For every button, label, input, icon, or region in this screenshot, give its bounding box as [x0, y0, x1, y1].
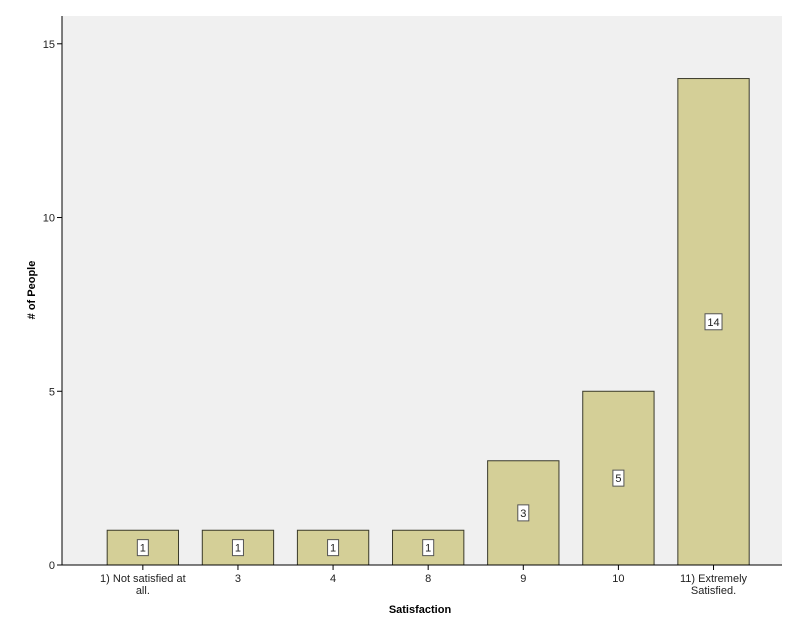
data-label: 1: [235, 543, 241, 555]
x-tick-label: 1) Not satisfied at: [100, 573, 186, 585]
x-tick-label: 11) Extremely: [680, 573, 748, 585]
x-tick-label: 4: [330, 573, 336, 585]
data-label-box: [422, 539, 435, 557]
data-label-box: [327, 539, 340, 557]
data-label: 1: [140, 543, 146, 555]
data-label: 5: [615, 473, 621, 485]
y-tick-label: 0: [49, 560, 55, 572]
y-axis-title: # of People: [26, 261, 38, 320]
data-label: 1: [425, 543, 431, 555]
x-axis-title: Satisfaction: [389, 604, 452, 616]
x-tick-label: 3: [235, 573, 241, 585]
x-tick-label: 10: [612, 573, 624, 585]
bars-group: [106, 78, 750, 566]
data-label-box: [517, 504, 530, 522]
y-tick-label: 15: [43, 39, 55, 51]
data-label-box: [612, 469, 625, 487]
plot-area: [62, 16, 782, 565]
data-label: 14: [707, 317, 719, 329]
data-label: 3: [520, 508, 526, 520]
data-labels-group: 1 1 1 1 3 5 14: [136, 313, 723, 557]
y-tick-label: 5: [49, 386, 55, 398]
y-ticks-group: 0 5 10 15: [43, 39, 62, 572]
data-label-box: [231, 539, 244, 557]
data-label-box: [704, 313, 723, 331]
data-label-box: [136, 539, 149, 557]
y-tick-label: 10: [43, 213, 55, 225]
data-label: 1: [330, 543, 336, 555]
x-tick-label: Satisfied.: [691, 585, 736, 597]
x-tick-label: 9: [520, 573, 526, 585]
x-tick-label: all.: [136, 585, 150, 597]
x-tick-label: 8: [425, 573, 431, 585]
